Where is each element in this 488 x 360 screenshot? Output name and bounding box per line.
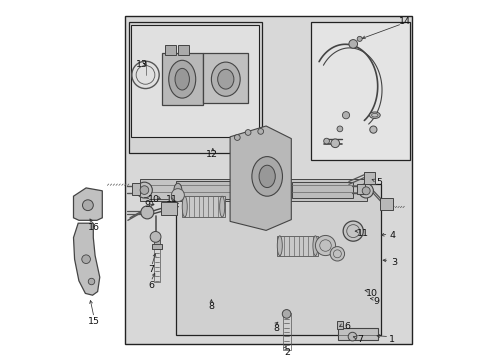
Bar — [291, 182, 352, 198]
Polygon shape — [73, 188, 102, 220]
Ellipse shape — [219, 196, 224, 217]
Circle shape — [244, 130, 250, 135]
Ellipse shape — [277, 236, 282, 256]
Text: 7: 7 — [357, 335, 363, 344]
Bar — [276, 236, 318, 256]
Bar — [153, 238, 159, 244]
Bar — [178, 45, 188, 55]
Circle shape — [343, 221, 363, 241]
Circle shape — [282, 310, 290, 318]
Text: 7: 7 — [148, 265, 154, 274]
Polygon shape — [230, 126, 291, 230]
Bar — [337, 328, 377, 340]
Text: 11: 11 — [356, 229, 368, 238]
Ellipse shape — [312, 236, 317, 256]
Text: 16: 16 — [88, 223, 100, 232]
Text: 2: 2 — [284, 348, 289, 356]
Bar — [132, 183, 140, 195]
Bar — [176, 181, 231, 199]
Bar — [162, 53, 203, 105]
Text: 1: 1 — [388, 335, 394, 343]
Bar — [176, 184, 381, 335]
Text: 8: 8 — [208, 302, 214, 311]
Bar — [337, 321, 343, 329]
Circle shape — [347, 332, 356, 341]
Text: 14: 14 — [398, 17, 410, 26]
Bar — [125, 16, 411, 344]
Text: 8: 8 — [273, 324, 279, 333]
Ellipse shape — [211, 62, 240, 96]
Text: 9: 9 — [143, 200, 150, 209]
Bar — [128, 22, 261, 153]
Bar — [203, 53, 247, 103]
Circle shape — [358, 184, 373, 198]
Circle shape — [88, 278, 95, 285]
Ellipse shape — [217, 69, 233, 89]
Circle shape — [171, 189, 184, 202]
Bar — [379, 198, 392, 210]
Bar — [310, 22, 409, 160]
Circle shape — [348, 40, 357, 48]
Circle shape — [257, 129, 263, 134]
Ellipse shape — [368, 112, 380, 118]
Text: 10: 10 — [365, 289, 377, 298]
Circle shape — [342, 112, 349, 119]
Text: 13: 13 — [136, 60, 148, 69]
Ellipse shape — [182, 196, 187, 217]
Circle shape — [82, 200, 93, 211]
Bar — [282, 313, 290, 350]
Text: 3: 3 — [390, 258, 396, 266]
Text: 6: 6 — [344, 322, 349, 331]
Circle shape — [234, 135, 240, 140]
Circle shape — [171, 193, 181, 202]
Ellipse shape — [174, 183, 182, 197]
Text: 12: 12 — [205, 150, 218, 159]
Ellipse shape — [168, 60, 195, 98]
Ellipse shape — [175, 68, 189, 90]
Circle shape — [136, 182, 152, 198]
Bar — [182, 196, 224, 217]
Bar — [161, 202, 177, 215]
Circle shape — [141, 206, 153, 219]
Bar — [164, 45, 176, 55]
Circle shape — [362, 187, 369, 195]
Circle shape — [329, 247, 344, 261]
Circle shape — [81, 255, 90, 264]
Text: 10: 10 — [147, 194, 160, 204]
Circle shape — [323, 138, 329, 144]
Bar — [140, 179, 366, 201]
Text: 6: 6 — [148, 281, 154, 289]
Polygon shape — [73, 223, 100, 295]
Circle shape — [140, 186, 148, 194]
Circle shape — [315, 235, 335, 256]
Bar — [131, 25, 258, 137]
Bar — [152, 244, 162, 249]
Circle shape — [336, 126, 342, 132]
Circle shape — [330, 139, 339, 148]
Ellipse shape — [259, 165, 275, 188]
Text: 5: 5 — [376, 179, 382, 188]
Text: 4: 4 — [389, 231, 395, 240]
Circle shape — [356, 36, 362, 41]
Bar — [356, 184, 365, 194]
Ellipse shape — [251, 157, 282, 196]
Text: 11: 11 — [165, 194, 178, 204]
Circle shape — [150, 231, 161, 242]
Text: 15: 15 — [88, 317, 100, 325]
Text: 9: 9 — [372, 297, 379, 306]
Circle shape — [369, 126, 376, 133]
Bar — [363, 172, 374, 184]
Bar — [153, 248, 160, 282]
